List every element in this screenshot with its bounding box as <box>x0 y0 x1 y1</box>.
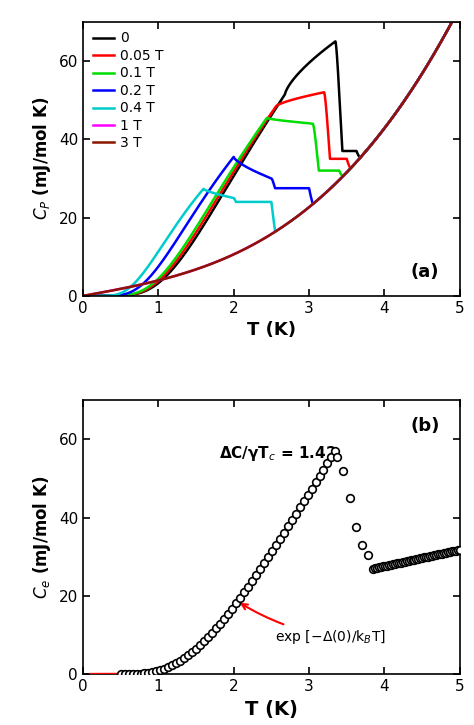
1 T <box>81 291 87 300</box>
0.05 T <box>81 291 87 300</box>
0.05 T <box>146 283 152 292</box>
X-axis label: T (K): T (K) <box>245 700 298 718</box>
0.2 T <box>449 17 455 26</box>
0.2 T <box>146 273 152 282</box>
3 T <box>409 86 415 94</box>
0.2 T <box>450 17 456 26</box>
0.1 T <box>457 17 463 26</box>
Y-axis label: $C_P$ (mJ/mol K): $C_P$ (mJ/mol K) <box>31 97 53 220</box>
0.1 T <box>450 17 456 26</box>
Line: 0.05 T: 0.05 T <box>84 22 460 296</box>
0.05 T <box>450 17 456 26</box>
0.4 T <box>241 197 247 206</box>
1 T <box>241 245 247 254</box>
0 <box>146 285 152 294</box>
0.05 T <box>124 291 129 299</box>
Text: exp [−Δ(0)/k$_B$T]: exp [−Δ(0)/k$_B$T] <box>242 604 386 646</box>
0.1 T <box>241 146 247 155</box>
0.05 T <box>225 176 231 185</box>
0.4 T <box>450 17 456 26</box>
Text: (a): (a) <box>411 262 439 281</box>
Line: 0.2 T: 0.2 T <box>84 22 460 296</box>
0.05 T <box>409 86 415 94</box>
X-axis label: T (K): T (K) <box>247 321 296 339</box>
0.4 T <box>225 192 231 201</box>
Text: ΔC/γT$_c$ = 1.42: ΔC/γT$_c$ = 1.42 <box>219 444 336 463</box>
3 T <box>241 245 247 254</box>
0.4 T <box>146 261 152 270</box>
0 <box>81 291 87 300</box>
0.1 T <box>225 172 231 181</box>
0.2 T <box>124 289 129 298</box>
0.4 T <box>409 86 415 94</box>
Line: 1 T: 1 T <box>84 22 460 296</box>
3 T <box>449 17 455 26</box>
0.05 T <box>449 17 455 26</box>
1 T <box>225 252 231 261</box>
3 T <box>225 252 231 261</box>
0.2 T <box>241 162 247 170</box>
0.1 T <box>449 17 455 26</box>
0.4 T <box>449 17 455 26</box>
1 T <box>124 283 129 292</box>
Legend: 0, 0.05 T, 0.1 T, 0.2 T, 0.4 T, 1 T, 3 T: 0, 0.05 T, 0.1 T, 0.2 T, 0.4 T, 1 T, 3 T <box>90 29 167 153</box>
Line: 0.1 T: 0.1 T <box>84 22 460 296</box>
3 T <box>124 283 129 292</box>
Y-axis label: $C_e$ (mJ/mol K): $C_e$ (mJ/mol K) <box>31 476 53 599</box>
0.1 T <box>124 291 129 299</box>
0 <box>124 291 129 299</box>
0 <box>241 154 247 163</box>
3 T <box>81 291 87 300</box>
0.1 T <box>409 86 415 94</box>
0 <box>409 86 415 94</box>
0.05 T <box>241 150 247 159</box>
0.2 T <box>457 17 463 26</box>
0 <box>449 17 455 26</box>
0.05 T <box>457 17 463 26</box>
0.4 T <box>457 17 463 26</box>
1 T <box>409 86 415 94</box>
0.2 T <box>81 291 87 300</box>
0 <box>450 17 456 26</box>
0.2 T <box>225 160 231 169</box>
Line: 0: 0 <box>84 22 460 296</box>
1 T <box>450 17 456 26</box>
Line: 0.4 T: 0.4 T <box>84 22 460 296</box>
3 T <box>146 278 152 287</box>
Text: (b): (b) <box>411 417 440 434</box>
0.1 T <box>146 282 152 291</box>
3 T <box>457 17 463 26</box>
0 <box>457 17 463 26</box>
3 T <box>450 17 456 26</box>
0.2 T <box>409 86 415 94</box>
0 <box>225 181 231 190</box>
0.1 T <box>81 291 87 300</box>
1 T <box>146 278 152 287</box>
1 T <box>449 17 455 26</box>
1 T <box>457 17 463 26</box>
0.4 T <box>81 291 87 300</box>
Line: 3 T: 3 T <box>84 22 460 296</box>
0.4 T <box>124 286 129 294</box>
